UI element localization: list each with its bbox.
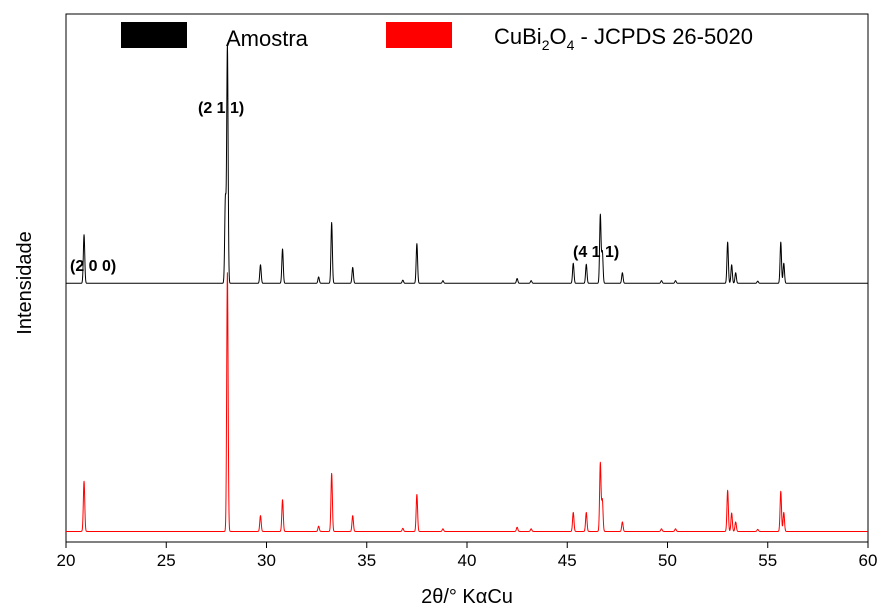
legend-label-jcpds-base: CuBi <box>494 24 542 49</box>
series-line-amostra <box>65 43 869 284</box>
x-axis-title: 2θ/° KαCu <box>421 586 513 608</box>
legend: Amostra CuBi2O4 - JCPDS 26-5020 <box>121 22 753 53</box>
legend-label-amostra: Amostra <box>226 26 309 51</box>
x-tick-label: 40 <box>458 551 477 570</box>
x-ticks: 20 25 30 35 40 45 50 55 60 <box>57 542 878 570</box>
legend-label-jcpds-sub2: 4 <box>567 37 575 53</box>
x-tick-label: 25 <box>157 551 176 570</box>
x-tick-label: 60 <box>859 551 878 570</box>
legend-label-jcpds-sub1: 2 <box>542 37 550 53</box>
plot-frame <box>65 13 869 543</box>
peak-label-200: (2 0 0) <box>70 258 116 275</box>
x-tick-label: 45 <box>558 551 577 570</box>
series-line-jcpds <box>65 272 869 532</box>
peak-label-211: (2 1 1) <box>198 100 244 117</box>
x-tick-label: 30 <box>257 551 276 570</box>
series-group <box>65 43 869 532</box>
legend-swatch-amostra <box>121 22 187 48</box>
x-tick-label: 20 <box>57 551 76 570</box>
x-tick-label: 50 <box>658 551 677 570</box>
legend-swatch-jcpds <box>386 22 452 48</box>
legend-label-jcpds: CuBi2O4 - JCPDS 26-5020 <box>494 24 753 53</box>
legend-label-jcpds-mid: O <box>549 24 566 49</box>
legend-label-jcpds-rest: - JCPDS 26-5020 <box>574 24 753 49</box>
x-tick-label: 55 <box>758 551 777 570</box>
y-axis-title: Intensidade <box>14 231 36 334</box>
x-tick-label: 35 <box>357 551 376 570</box>
peak-label-411: (4 1 1) <box>573 244 619 261</box>
